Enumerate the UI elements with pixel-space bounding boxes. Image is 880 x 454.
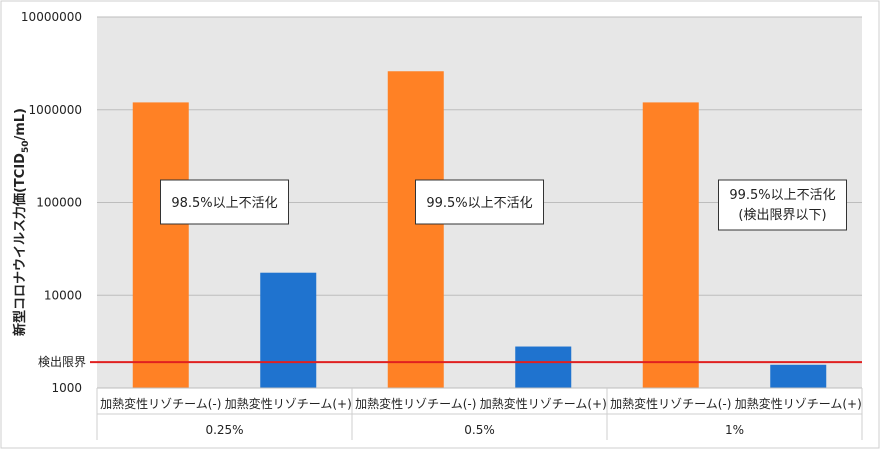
group-label: 0.25% <box>205 423 243 437</box>
bar <box>260 272 317 388</box>
y-tick-label: 1000000 <box>29 103 82 117</box>
annotation-text: (検出限界以下) <box>738 208 826 223</box>
bar <box>387 71 444 388</box>
y-axis-label: 新型コロナウイルス力価(TCID50/mL) <box>12 108 31 336</box>
detection-limit-label: 検出限界 <box>38 355 86 369</box>
y-tick-label: 100000 <box>36 196 82 210</box>
x-category-label: 加熱変性リゾチーム(+) <box>225 396 352 411</box>
x-category-label: 加熱変性リゾチーム(-) <box>355 396 476 411</box>
y-axis-label-subscript: 50 <box>21 141 31 154</box>
annotation-text: 99.5%以上不活化 <box>729 188 835 203</box>
bars <box>132 71 827 388</box>
group-label: 1% <box>725 423 744 437</box>
x-category-label: 加熱変性リゾチーム(+) <box>735 396 862 411</box>
y-tick-label: 1000 <box>51 381 82 395</box>
annotation-box <box>160 179 289 225</box>
x-category-label: 加熱変性リゾチーム(-) <box>610 396 731 411</box>
y-tick-label: 10000000 <box>21 10 82 24</box>
x-category-label: 加熱変性リゾチーム(-) <box>100 396 221 411</box>
annotation-box <box>415 179 544 225</box>
annotation-box <box>718 179 847 231</box>
annotations: 98.5%以上不活化 99.5%以上不活化 99.5%以上不活化 (検出限界以下) <box>160 179 847 231</box>
x-category-label: 加熱変性リゾチーム(+) <box>480 396 607 411</box>
y-tick-label: 10000 <box>44 288 82 302</box>
y-axis-ticks: 10000000 1000000 100000 10000 1000 <box>21 10 82 395</box>
bar <box>132 102 189 388</box>
bar <box>515 346 572 388</box>
group-label: 0.5% <box>464 423 495 437</box>
bar <box>642 102 699 388</box>
annotation-text: 99.5%以上不活化 <box>426 196 532 211</box>
bar <box>770 364 827 388</box>
y-axis-label-unit: /mL) <box>13 108 28 141</box>
x-axis: 加熱変性リゾチーム(-) 加熱変性リゾチーム(+)0.25%加熱変性リゾチーム(-… <box>96 387 863 440</box>
y-axis-label-main: 新型コロナウイルス力価(TCID <box>12 153 28 336</box>
detection-limit: 検出限界 <box>38 355 862 369</box>
annotation-text: 98.5%以上不活化 <box>171 196 277 211</box>
